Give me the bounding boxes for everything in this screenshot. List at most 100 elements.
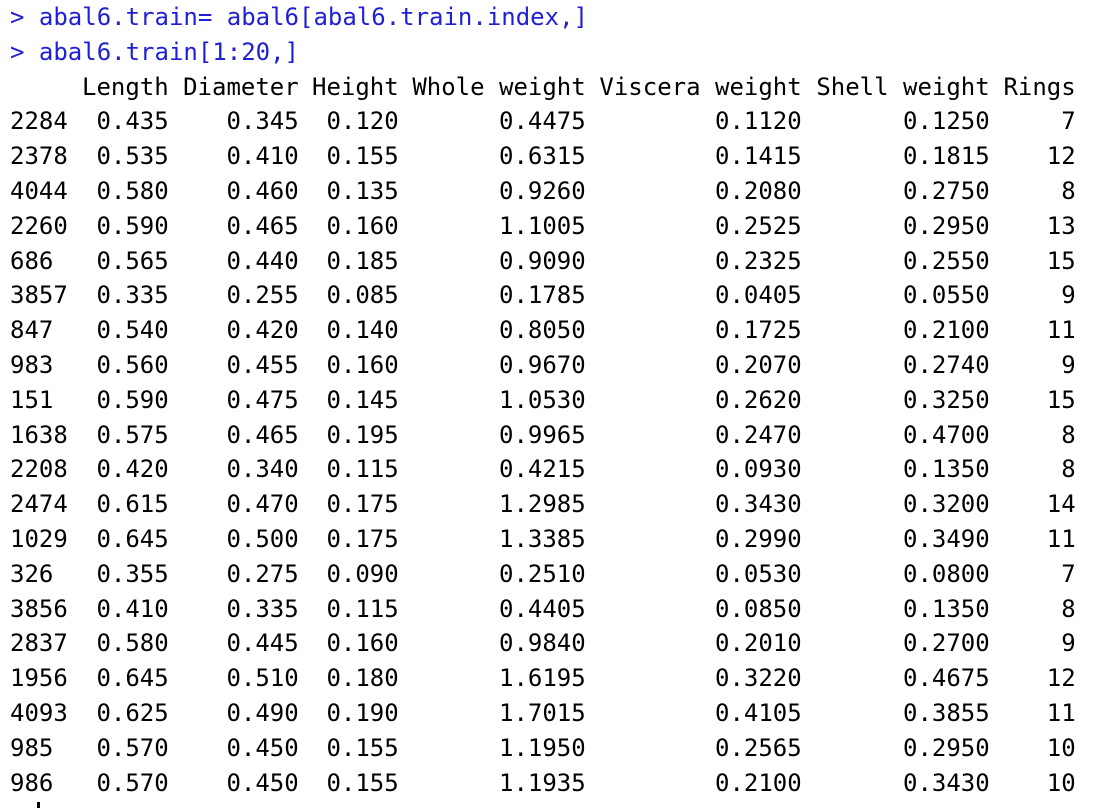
table-cell: 0.3490	[903, 524, 990, 553]
table-cell: 0.9840	[499, 629, 586, 658]
table-cell: 0.565	[96, 246, 169, 275]
table-cell: 0.470	[226, 490, 299, 519]
table-cell: 0.155	[326, 142, 399, 171]
table-cell: 0.435	[96, 107, 169, 136]
table-cell: 0.2700	[903, 629, 990, 658]
table-cell: 0.490	[226, 698, 299, 727]
table-cell: 0.2325	[715, 246, 802, 275]
table-cell: 0.090	[326, 559, 399, 588]
table-cell: 7	[1061, 559, 1076, 588]
table-cell: 0.3855	[903, 698, 990, 727]
table-cell: 0.9260	[499, 176, 586, 205]
table-cell: 0.155	[326, 733, 399, 762]
table-cell: 0.560	[96, 350, 169, 379]
table-row: 326 0.355 0.275 0.090 0.2510 0.0530 0.0800 7	[10, 557, 1076, 592]
table-cell: 0.420	[96, 455, 169, 484]
table-cell: 1.1935	[499, 768, 586, 797]
table-cell: 0.175	[326, 490, 399, 519]
row-name: 986	[10, 768, 54, 797]
table-cell: 0.8050	[499, 316, 586, 345]
table-cell: 0.2750	[903, 176, 990, 205]
row-name: 2837	[10, 629, 68, 658]
table-cell: 0.6315	[499, 142, 586, 171]
row-name: 151	[10, 385, 54, 414]
table-cell: 1.1005	[499, 211, 586, 240]
table-cell: 13	[1046, 211, 1076, 240]
table-cell: 0.2990	[715, 524, 802, 553]
column-header: Diameter	[183, 72, 299, 101]
table-cell: 1.6195	[499, 664, 586, 693]
table-cell: 15	[1046, 385, 1076, 414]
table-row: 1029 0.645 0.500 0.175 1.3385 0.2990 0.3490 11	[10, 522, 1076, 557]
column-header: Whole weight	[412, 72, 586, 101]
table-row: 151 0.590 0.475 0.145 1.0530 0.2620 0.3250 15	[10, 383, 1076, 418]
table-cell: 0.190	[326, 698, 399, 727]
table-cell: 0.1725	[715, 316, 802, 345]
table-cell: 9	[1061, 281, 1076, 310]
row-name: 686	[10, 246, 54, 275]
command-line: > abal6.train= abal6[abal6.train.index,]	[10, 0, 1076, 35]
row-name: 4093	[10, 698, 68, 727]
row-name: 2474	[10, 490, 68, 519]
table-cell: 0.615	[96, 490, 169, 519]
table-cell: 0.570	[96, 733, 169, 762]
table-cell: 0.580	[96, 629, 169, 658]
table-cell: 0.335	[96, 281, 169, 310]
table-cell: 0.255	[226, 281, 299, 310]
table-cell: 0.3430	[715, 490, 802, 519]
table-cell: 0.1785	[499, 281, 586, 310]
table-row: 4044 0.580 0.460 0.135 0.9260 0.2080 0.2750 8	[10, 174, 1076, 209]
table-cell: 0.2010	[715, 629, 802, 658]
table-cell: 8	[1061, 594, 1076, 623]
table-cell: 0.540	[96, 316, 169, 345]
table-cell: 0.155	[326, 768, 399, 797]
table-row: 1956 0.645 0.510 0.180 1.6195 0.3220 0.4675 12	[10, 661, 1076, 696]
text-cursor	[37, 802, 40, 808]
table-cell: 0.4700	[903, 420, 990, 449]
table-cell: 0.9965	[499, 420, 586, 449]
table-cell: 8	[1061, 420, 1076, 449]
table-cell: 0.2070	[715, 350, 802, 379]
table-cell: 0.120	[326, 107, 399, 136]
r-console[interactable]: > abal6.train= abal6[abal6.train.index,]…	[10, 0, 1076, 800]
table-cell: 0.0550	[903, 281, 990, 310]
table-cell: 0.0405	[715, 281, 802, 310]
column-header: Rings	[1003, 72, 1076, 101]
table-cell: 0.465	[226, 211, 299, 240]
row-name: 985	[10, 733, 54, 762]
table-cell: 11	[1046, 524, 1076, 553]
table-cell: 12	[1046, 664, 1076, 693]
command-text: abal6.train[1:20,]	[38, 37, 299, 66]
table-cell: 11	[1046, 698, 1076, 727]
row-name: 4044	[10, 176, 68, 205]
table-cell: 0.2565	[715, 733, 802, 762]
table-cell: 9	[1061, 629, 1076, 658]
table-cell: 0.140	[326, 316, 399, 345]
table-cell: 0.450	[226, 768, 299, 797]
table-cell: 0.500	[226, 524, 299, 553]
row-name: 3856	[10, 594, 68, 623]
table-cell: 0.1120	[715, 107, 802, 136]
table-cell: 12	[1046, 142, 1076, 171]
table-cell: 0.2550	[903, 246, 990, 275]
data-frame-output: Length Diameter Height Whole weight Visc…	[10, 70, 1076, 801]
table-cell: 1.7015	[499, 698, 586, 727]
table-cell: 0.4105	[715, 698, 802, 727]
table-cell: 10	[1046, 733, 1076, 762]
table-cell: 0.335	[226, 594, 299, 623]
table-cell: 1.3385	[499, 524, 586, 553]
table-cell: 0.1350	[903, 594, 990, 623]
table-cell: 0.535	[96, 142, 169, 171]
table-cell: 0.460	[226, 176, 299, 205]
prompt-symbol: >	[10, 3, 25, 31]
table-cell: 0.510	[226, 664, 299, 693]
column-header: Length	[82, 72, 169, 101]
table-cell: 0.2950	[903, 211, 990, 240]
table-cell: 0.410	[226, 142, 299, 171]
row-name: 2378	[10, 142, 68, 171]
table-row: 847 0.540 0.420 0.140 0.8050 0.1725 0.2100 11	[10, 313, 1076, 348]
table-row: 2284 0.435 0.345 0.120 0.4475 0.1120 0.1250 7	[10, 104, 1076, 139]
table-cell: 8	[1061, 176, 1076, 205]
row-name: 983	[10, 350, 54, 379]
row-name: 2260	[10, 211, 68, 240]
